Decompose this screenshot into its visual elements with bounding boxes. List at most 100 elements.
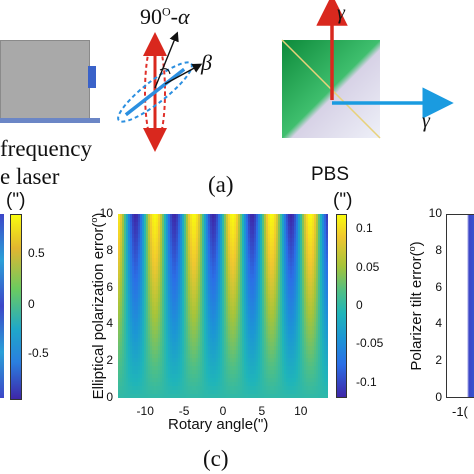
heatmap-cell (206, 278, 209, 283)
heatmap-cell (206, 382, 209, 387)
heatmap-cell (300, 314, 303, 319)
colorbar-tick-label: -0.05 (356, 336, 384, 351)
heatmap-cell (206, 326, 209, 331)
heatmap-cell (202, 358, 205, 363)
heatmap-cell (148, 346, 151, 351)
heatmap-cell (210, 286, 213, 291)
heatmap-cell (202, 234, 205, 239)
heatmap-cell (166, 378, 169, 383)
heatmap-cell (298, 326, 301, 331)
heatmap-cell (304, 270, 307, 275)
heatmap-cell (160, 318, 163, 323)
heatmap-cell (300, 350, 303, 355)
heatmap-cell (276, 334, 279, 339)
heatmap-cell (146, 390, 149, 395)
heatmap-cell (270, 242, 273, 247)
heatmap-cell (160, 254, 163, 259)
heatmap-cell (268, 390, 271, 395)
heatmap-cell (258, 214, 261, 219)
heatmap-cell (234, 262, 237, 267)
heatmap-cell (246, 386, 249, 391)
heatmap-cell (172, 350, 175, 355)
heatmap-cell (316, 302, 319, 307)
heatmap-cell (324, 374, 327, 379)
heatmap-cell (246, 318, 249, 323)
heatmap-cell (128, 370, 131, 375)
heatmap-cell (318, 354, 321, 359)
heatmap-cell (272, 310, 275, 315)
heatmap-cell (304, 234, 307, 239)
heatmap-cell (142, 222, 145, 227)
heatmap-cell (134, 218, 137, 223)
heatmap-cell (120, 250, 123, 255)
heatmap-cell (156, 390, 159, 395)
heatmap-cell (256, 362, 259, 367)
heatmap-cell (278, 290, 281, 295)
heatmap-cell (258, 226, 261, 231)
heatmap-cell (296, 330, 299, 335)
heatmap-cell (168, 322, 171, 327)
heatmap-cell (186, 346, 189, 351)
heatmap-cell (154, 246, 157, 251)
heatmap-cell (264, 274, 267, 279)
heatmap-cell (128, 366, 131, 371)
heatmap-cell (194, 246, 197, 251)
heatmap-cell (220, 354, 223, 359)
heatmap-cell (238, 302, 241, 307)
heatmap-cell (280, 354, 283, 359)
heatmap-cell (302, 322, 305, 327)
heatmap-cell (248, 250, 251, 255)
heatmap-cell (238, 362, 241, 367)
heatmap-cell (206, 378, 209, 383)
heatmap-cell (282, 234, 285, 239)
heatmap-cell (158, 270, 161, 275)
heatmap-cell (310, 250, 313, 255)
heatmap-cell (124, 310, 127, 315)
heatmap-cell (298, 338, 301, 343)
heatmap-cell (292, 370, 295, 375)
heatmap-cell (168, 222, 171, 227)
heatmap-cell (166, 254, 169, 259)
heatmap-cell (244, 222, 247, 227)
heatmap-cell (198, 314, 201, 319)
heatmap-cell (142, 290, 145, 295)
heatmap-cell (192, 346, 195, 351)
heatmap-cell (238, 366, 241, 371)
heatmap-cell (192, 390, 195, 395)
heatmap-cell (134, 250, 137, 255)
heatmap-cell (242, 354, 245, 359)
heatmap-cell (208, 278, 211, 283)
heatmap-cell (298, 254, 301, 259)
heatmap-cell (178, 238, 181, 243)
heatmap-cell (240, 382, 243, 387)
heatmap-cell (122, 246, 125, 251)
heatmap-cell (242, 238, 245, 243)
heatmap-cell (306, 254, 309, 259)
heatmap-cell (136, 290, 139, 295)
heatmap-cell (246, 306, 249, 311)
heatmap-cell (204, 254, 207, 259)
heatmap-cell (120, 230, 123, 235)
heatmap-cell (214, 362, 217, 367)
heatmap-cell (220, 346, 223, 351)
heatmap-cell (218, 318, 221, 323)
heatmap-cell (264, 338, 267, 343)
heatmap-cell (146, 338, 149, 343)
heatmap-cell (318, 366, 321, 371)
heatmap-cell (320, 282, 323, 287)
heatmap-cell (150, 326, 153, 331)
left-colorbar-tick: -0.5 (28, 346, 49, 360)
heatmap-cell (190, 326, 193, 331)
heatmap-cell (314, 366, 317, 371)
heatmap-cell (304, 214, 307, 219)
heatmap-cell (264, 222, 267, 227)
heatmap-cell (150, 298, 153, 303)
heatmap-cell (270, 370, 273, 375)
heatmap-cell (268, 338, 271, 343)
heatmap-cell (166, 326, 169, 331)
heatmap-cell (224, 222, 227, 227)
heatmap-cell (204, 218, 207, 223)
heatmap-cell (230, 310, 233, 315)
heatmap-cell (218, 310, 221, 315)
heatmap-cell (218, 350, 221, 355)
